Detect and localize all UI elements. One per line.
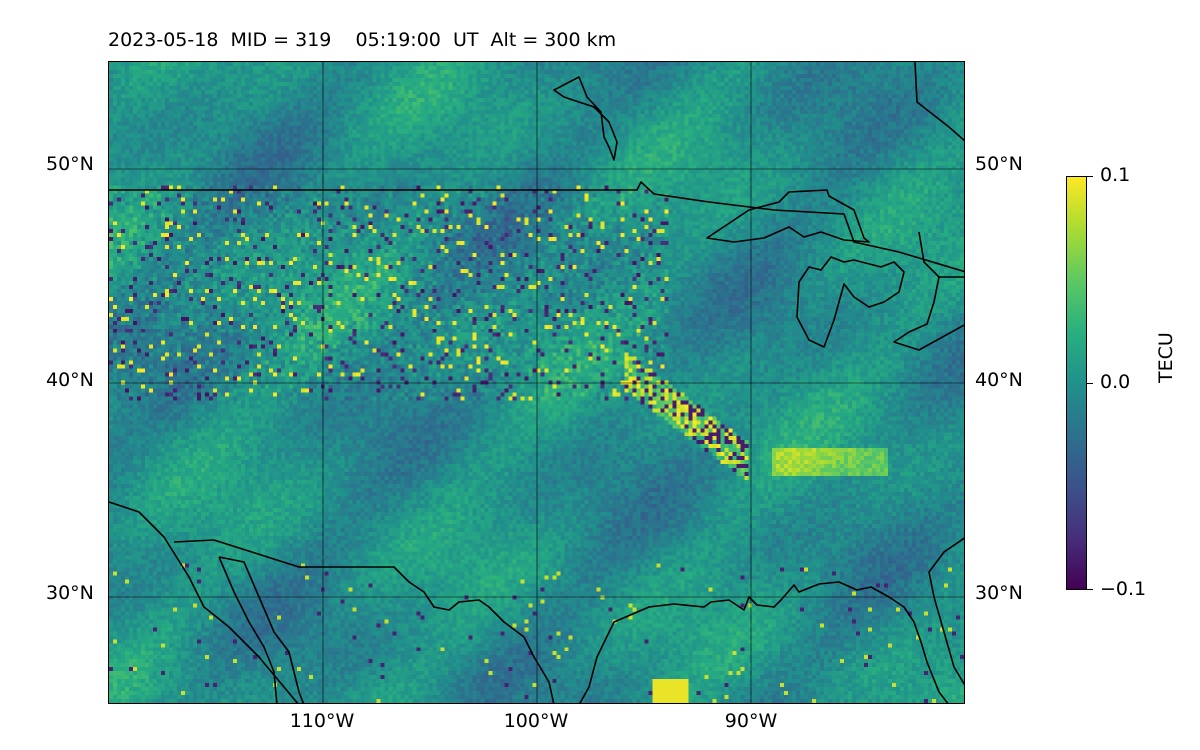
map-title: 2023-05-18 MID = 319 05:19:00 UT Alt = 3… [108,29,617,51]
baja-california [218,556,305,703]
coastlines-borders [109,62,964,703]
colorbar-unit-label: TECU [1155,332,1177,383]
colorbar [1066,176,1087,590]
colorbar-label-zero: 0.0 [1100,371,1131,393]
map-overlay [109,62,964,703]
lake-superior [706,189,870,243]
lat-label-40n-left: 40°N [46,369,94,391]
tec-map [108,61,965,704]
colorbar-label-max: 0.1 [1100,164,1131,186]
lat-label-40n-right: 40°N [975,369,1023,391]
lat-label-50n-right: 50°N [975,153,1023,175]
us-canada-border [109,181,964,273]
eastern-shore-north [914,62,964,142]
mexico-pacific-coast [109,501,299,703]
colorbar-tick-max [1087,176,1093,177]
colorbar-tick-min [1087,589,1093,590]
lon-label-110w: 110°W [289,710,355,732]
lat-label-50n-left: 50°N [46,153,94,175]
colorbar-tick-zero [1087,383,1093,384]
lon-label-100w: 100°W [503,710,569,732]
florida-east-coast [928,537,964,686]
lat-label-30n-left: 30°N [46,582,94,604]
gulf-coast [579,581,949,703]
lake-huron [893,231,964,351]
hudson-bay-shore [553,76,618,161]
lon-label-90w: 90°W [724,710,778,732]
lat-label-30n-right: 30°N [975,582,1023,604]
lake-michigan [796,256,905,348]
gridlines [109,62,964,703]
us-mexico-border [173,539,555,703]
colorbar-label-min: −0.1 [1100,578,1147,600]
